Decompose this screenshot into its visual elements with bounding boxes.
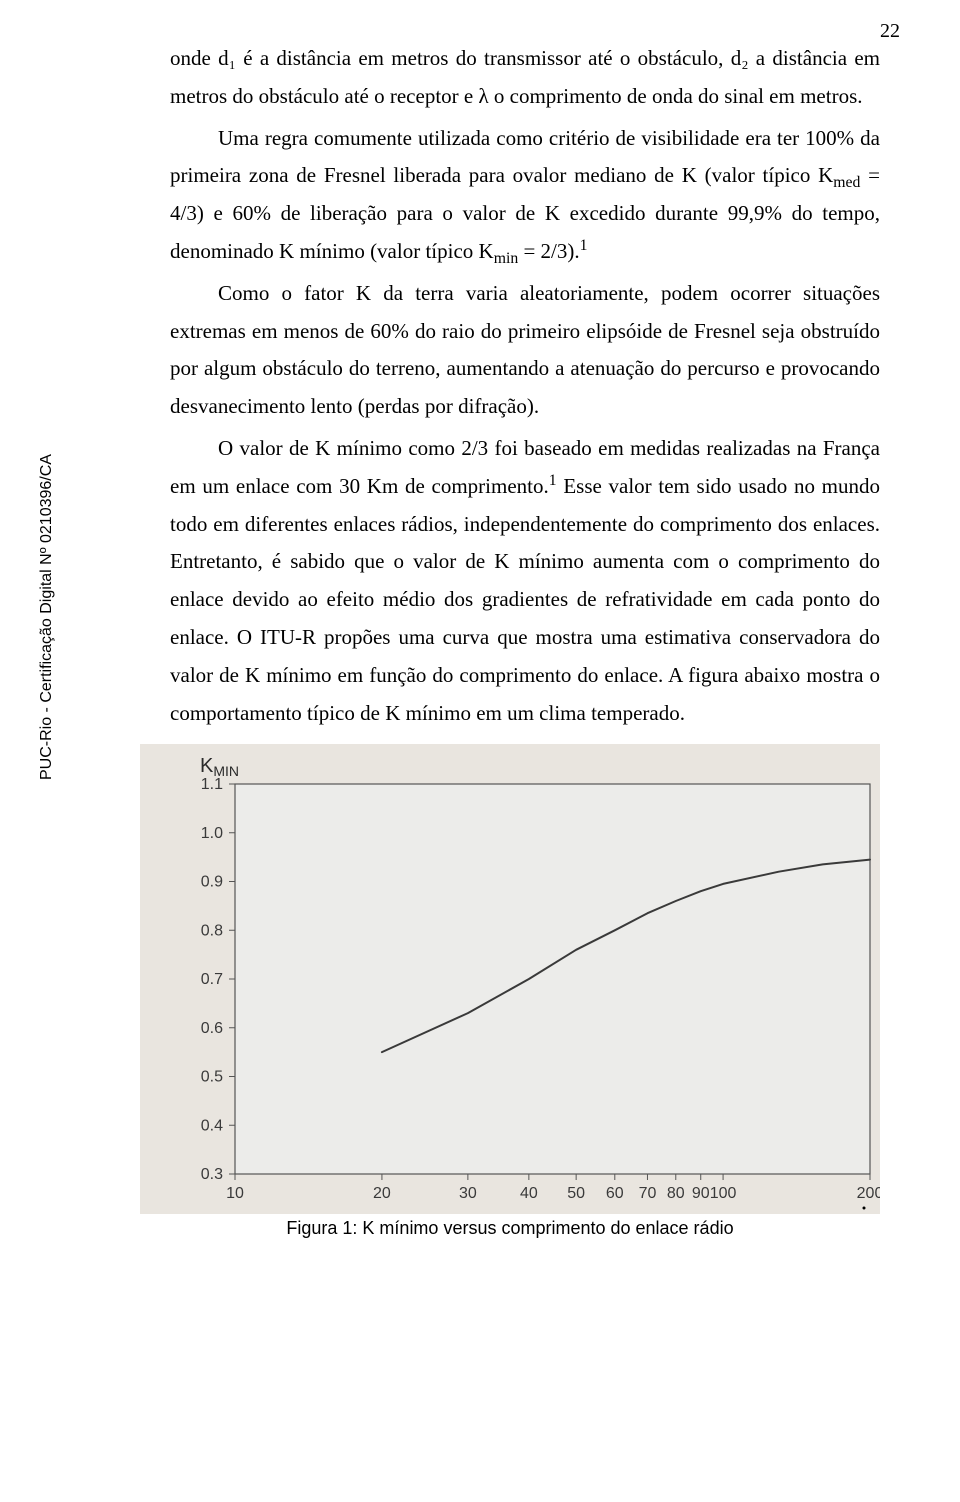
svg-text:0.8: 0.8 [201,923,223,940]
paragraph-3: Como o fator K da terra varia aleatoriam… [170,275,880,426]
svg-text:0.3: 0.3 [201,1166,223,1183]
paragraph-4: O valor de K mínimo como 2/3 foi baseado… [170,430,880,732]
svg-text:0.5: 0.5 [201,1069,223,1086]
svg-text:0.6: 0.6 [201,1020,223,1037]
svg-text:0.9: 0.9 [201,874,223,891]
certification-sidebar: PUC-Rio - Certificação Digital Nº 021039… [38,454,56,780]
svg-text:30: 30 [459,1185,477,1202]
svg-text:0.7: 0.7 [201,971,223,988]
paragraph-1: onde d₁ é a distância em metros do trans… [170,40,880,116]
figure-caption: Figura 1: K mínimo versus comprimento do… [140,1218,880,1239]
paragraph-2: Uma regra comumente utilizada como crité… [170,120,880,271]
svg-text:60: 60 [606,1185,624,1202]
p2-sub-med: med [833,175,860,192]
p2-seg-a: Uma regra comumente utilizada como crité… [170,126,880,188]
figure-1: 0.30.40.50.60.70.80.91.01.11020304050607… [140,744,880,1239]
body-text: onde d₁ é a distância em metros do trans… [170,40,880,732]
svg-text:20: 20 [373,1185,391,1202]
svg-text:70: 70 [639,1185,657,1202]
svg-text:80: 80 [667,1185,685,1202]
svg-text:0.4: 0.4 [201,1118,223,1135]
p4-seg-b: Esse valor tem sido usado no mundo todo … [170,474,880,725]
p4-footnote-ref: 1 [549,472,557,489]
p2-sub-min: min [494,250,519,267]
svg-text:40: 40 [520,1185,538,1202]
svg-text:90: 90 [692,1185,710,1202]
page-number: 22 [880,20,900,43]
svg-text:1.0: 1.0 [201,825,223,842]
page: 22 PUC-Rio - Certificação Digital Nº 021… [0,0,960,1502]
p2-footnote-ref: 1 [580,237,588,254]
svg-text:50: 50 [567,1185,585,1202]
svg-text:100: 100 [710,1185,737,1202]
kmin-chart: 0.30.40.50.60.70.80.91.01.11020304050607… [140,744,880,1214]
p2-seg-c: = 2/3). [518,239,579,263]
svg-text:10: 10 [226,1185,244,1202]
svg-text:200: 200 [857,1185,880,1202]
